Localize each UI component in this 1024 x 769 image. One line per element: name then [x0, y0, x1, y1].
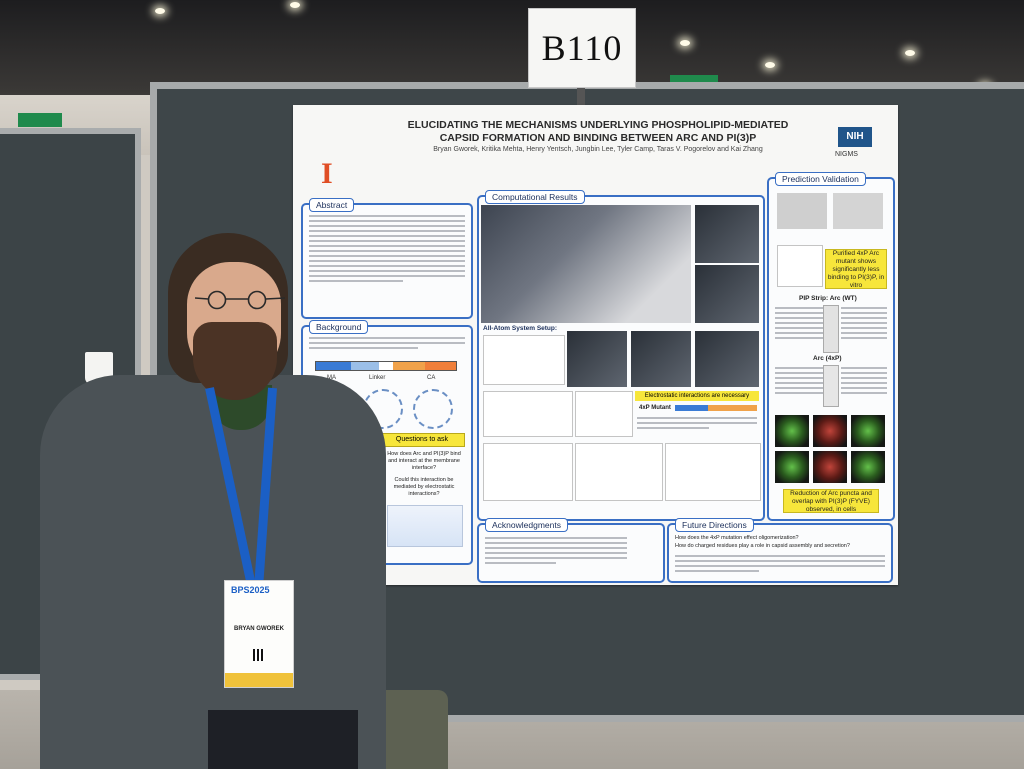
badge-name: BRYAN GWOREK — [234, 626, 284, 632]
nigms-label: NIGMS — [835, 151, 858, 158]
abstract-text — [309, 215, 465, 285]
fluorescence-image — [813, 415, 847, 447]
section-heading: Future Directions — [675, 518, 754, 532]
setup-table — [483, 335, 565, 385]
presenter-beard — [193, 322, 277, 400]
future-directions-section: Future Directions How does the 4xP mutat… — [667, 518, 893, 583]
section-heading: Abstract — [309, 198, 355, 212]
result-callout: Purified 4xP Arc mutant shows significan… — [825, 249, 887, 289]
domain-label: Linker — [369, 375, 386, 381]
fluorescence-image — [851, 451, 885, 483]
sign-pole — [577, 84, 585, 110]
subheading: PIP Strip: Arc (WT) — [799, 295, 857, 302]
simulation-snapshot — [481, 205, 691, 323]
badge-logo: BPS2025 — [231, 585, 270, 595]
glasses-icon — [195, 290, 285, 310]
fluorescence-image — [813, 451, 847, 483]
simulation-closeup — [631, 331, 691, 387]
result-callout: Reduction of Arc puncta and overlap with… — [783, 489, 879, 513]
subheading: 4xP Mutant — [639, 405, 671, 411]
questions-heading: Questions to ask — [379, 433, 465, 447]
ceiling-light — [765, 62, 775, 68]
time-series-plot — [483, 443, 573, 501]
section-heading: Acknowledgments — [485, 518, 568, 532]
section-heading: Prediction Validation — [775, 172, 866, 186]
time-series-plot — [483, 391, 573, 437]
badge-ribbon — [225, 673, 293, 687]
subheading: Arc (4xP) — [813, 355, 842, 362]
simulation-closeup — [567, 331, 627, 387]
abstract-section: Abstract — [301, 198, 473, 319]
time-series-plot — [575, 443, 663, 501]
simulation-closeup — [695, 331, 759, 387]
exit-sign — [18, 113, 62, 127]
domain-label: MA — [327, 375, 336, 381]
poster-title: ELUCIDATING THE MECHANISMS UNDERLYING PH… — [388, 119, 808, 145]
simulation-closeup — [695, 205, 759, 263]
time-series-plot — [665, 443, 761, 501]
pip-strip — [823, 365, 839, 407]
presenter-pants — [208, 710, 358, 769]
fluorescence-image — [775, 451, 809, 483]
section-heading: Background — [309, 320, 369, 334]
mutant-diagram — [675, 405, 757, 411]
ceiling-light — [905, 50, 915, 56]
domain-label: CA — [427, 375, 436, 381]
future-item: How do charged residues play a role in c… — [675, 543, 850, 549]
ceiling-light — [290, 2, 300, 8]
gel-image — [833, 193, 883, 229]
gel-image — [777, 193, 827, 229]
question-text: How does Arc and PI(3)P bind and interac… — [387, 451, 461, 471]
prediction-validation-section: Prediction Validation Purified 4xP Arc m… — [767, 172, 895, 521]
time-series-plot — [575, 391, 633, 437]
poster-authors: Bryan Gworek, Kritika Mehta, Henry Yents… — [433, 146, 763, 153]
future-item: How does the 4xP mutation effect oligome… — [675, 535, 799, 541]
fluorescence-image — [775, 415, 809, 447]
simulation-closeup — [695, 265, 759, 323]
computational-results-section: Computational Results All-Atom System Se… — [477, 190, 765, 521]
binding-plot — [777, 245, 823, 287]
fluorescence-image — [851, 415, 885, 447]
university-logo: I — [321, 157, 333, 190]
section-heading: Computational Results — [485, 190, 585, 204]
ceiling-light — [680, 40, 690, 46]
booth-number-sign: B110 — [528, 8, 636, 88]
nih-logo: NIH — [838, 127, 872, 147]
presenter-jacket — [40, 375, 386, 769]
poster-title-line: CAPSID FORMATION AND BINDING BETWEEN ARC… — [439, 132, 757, 144]
qr-code-icon — [253, 649, 265, 661]
acknowledgments-section: Acknowledgments — [477, 518, 665, 583]
pip-strip — [823, 305, 839, 353]
poster-title-line: ELUCIDATING THE MECHANISMS UNDERLYING PH… — [407, 119, 789, 131]
helical-wheel — [413, 389, 453, 429]
name-badge: BPS2025 BRYAN GWOREK — [224, 580, 294, 688]
question-text: Could this interaction be mediated by el… — [393, 477, 455, 497]
ceiling-light — [155, 8, 165, 14]
subheading: All-Atom System Setup: — [483, 325, 558, 332]
scientific-poster: I ELUCIDATING THE MECHANISMS UNDERLYING … — [293, 105, 898, 585]
domain-diagram — [315, 361, 457, 371]
membrane-illustration — [387, 505, 463, 547]
highlight-banner: Electrostatic interactions are necessary — [635, 391, 759, 401]
